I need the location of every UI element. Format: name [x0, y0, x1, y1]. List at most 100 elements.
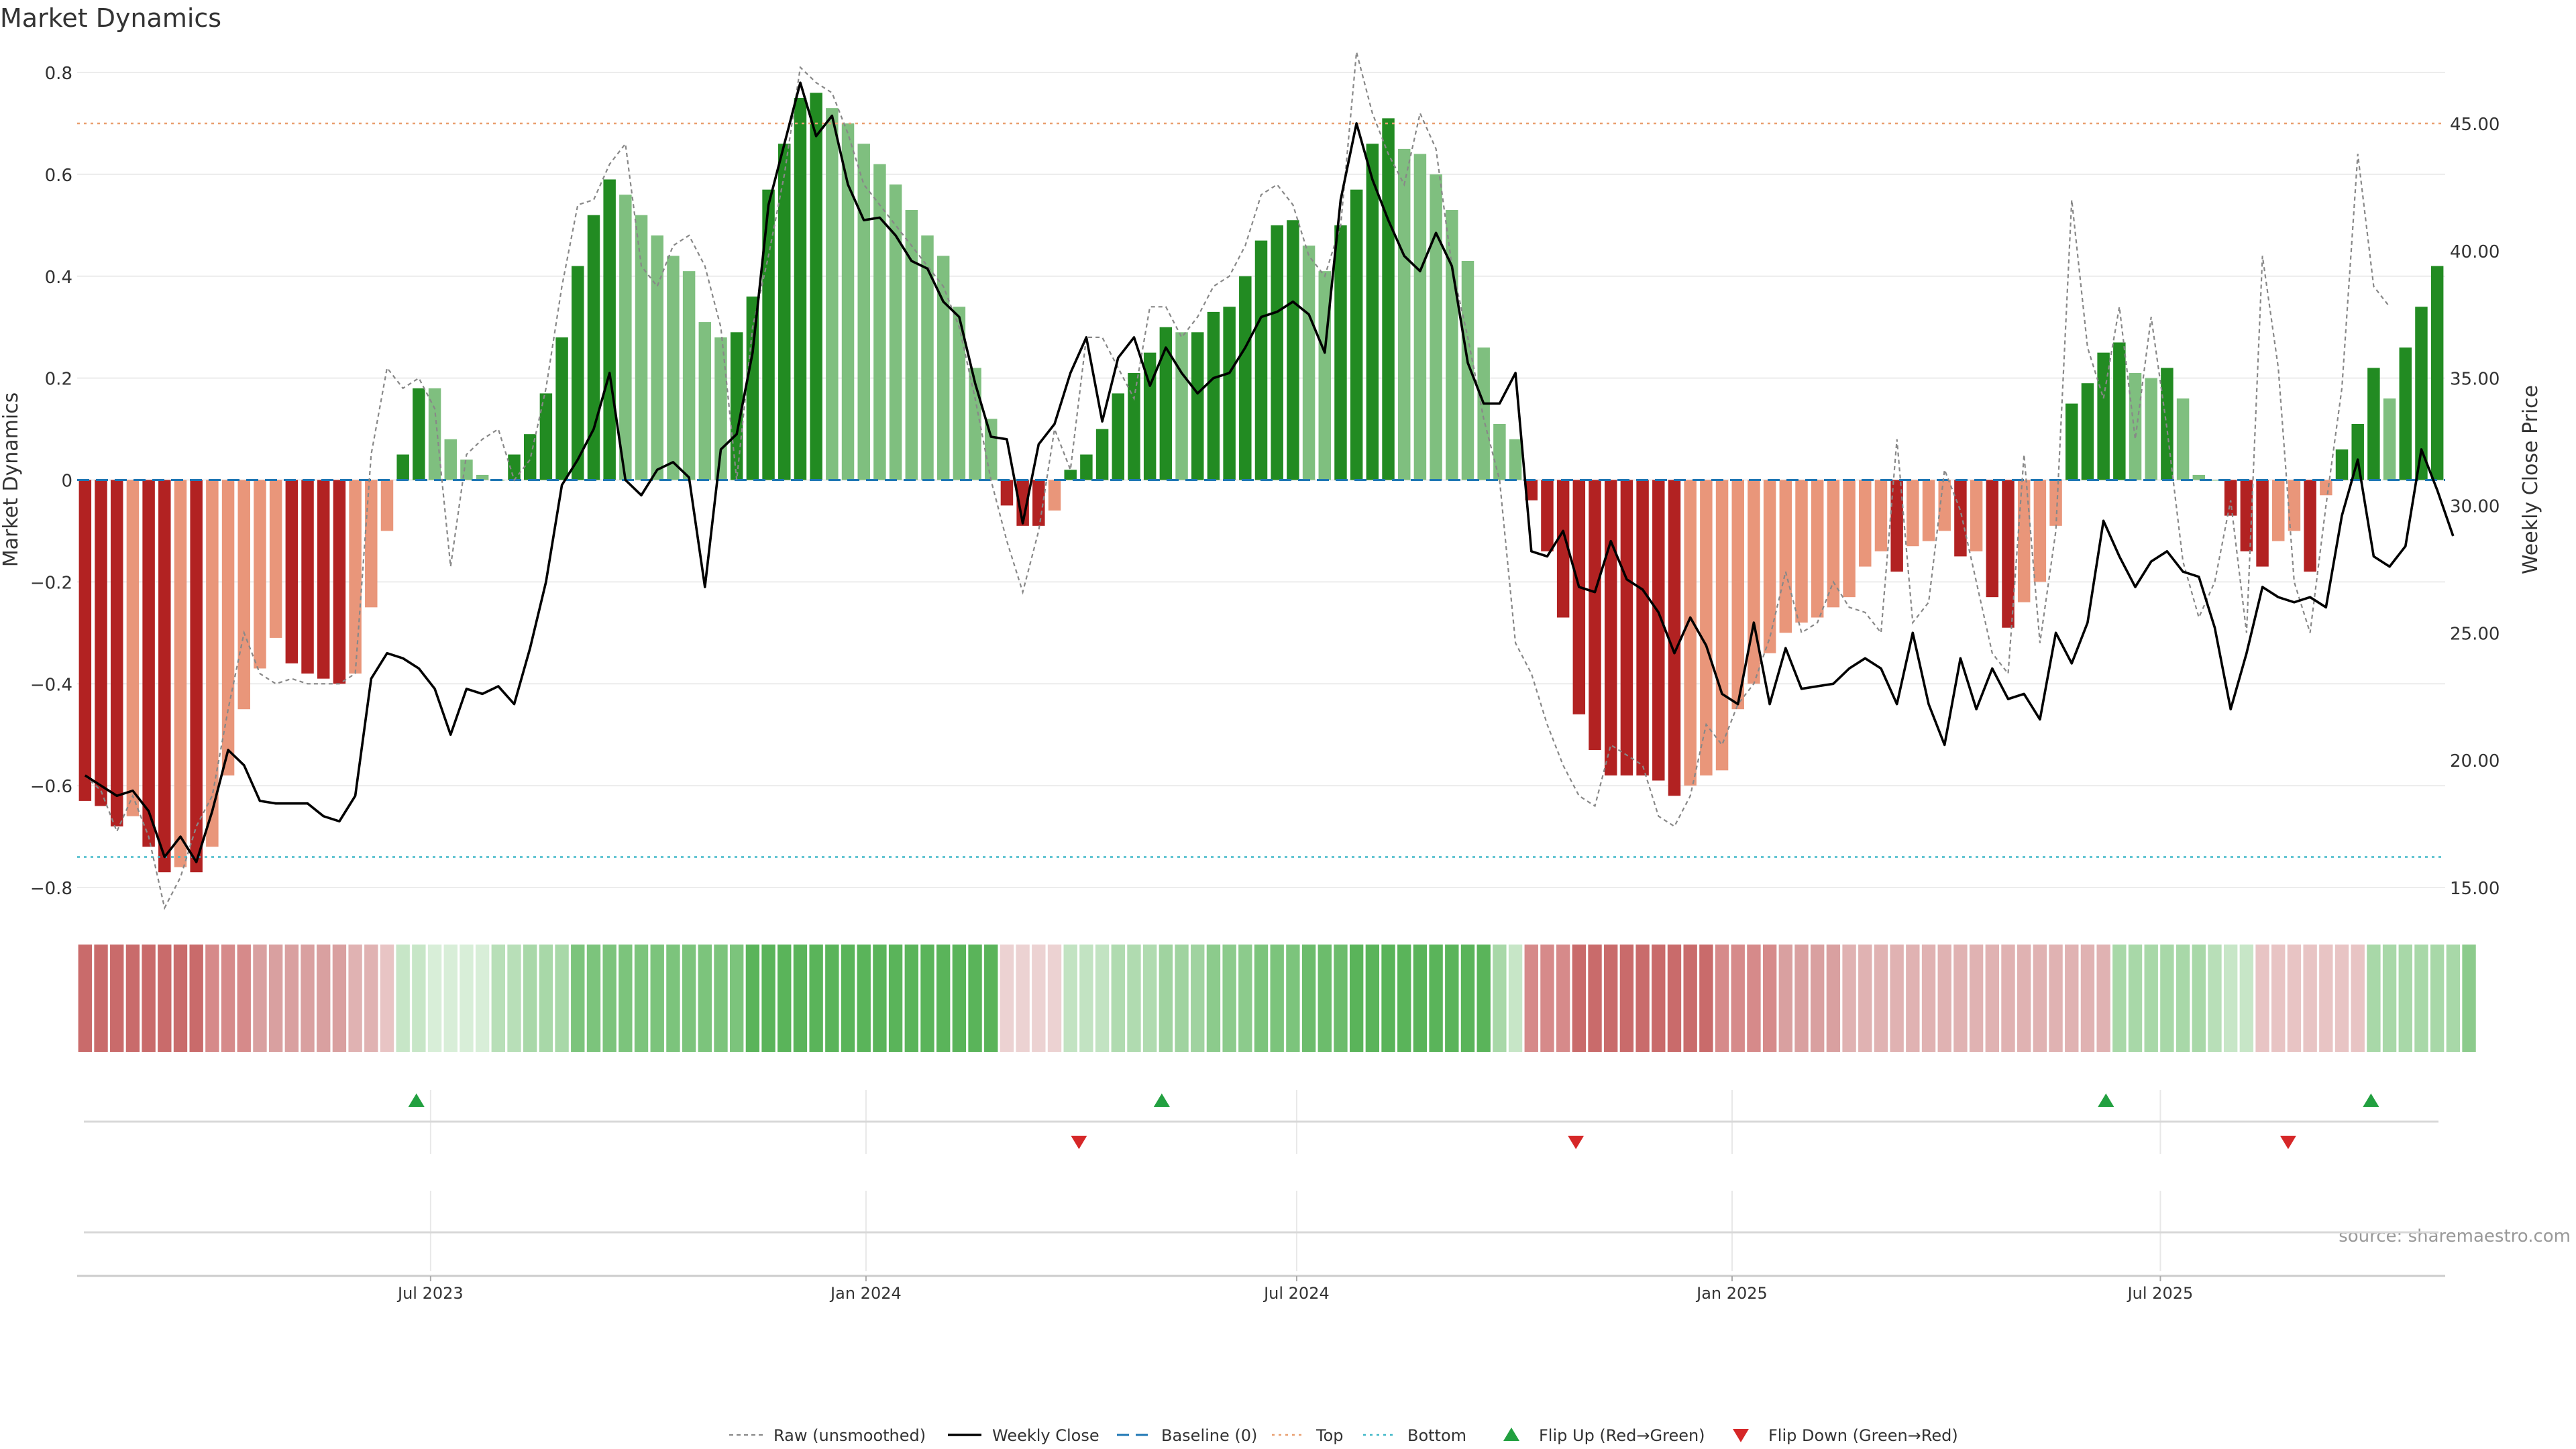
dynamics-bar	[1302, 246, 1316, 480]
dynamics-bar	[1572, 480, 1586, 714]
regime-strip-cell	[1206, 945, 1221, 1052]
raw-series-line	[85, 52, 2390, 910]
legend-item: Raw (unsmoothed)	[729, 1426, 926, 1445]
regime-strip-cell	[1365, 945, 1380, 1052]
regime-strip-cell	[952, 945, 967, 1052]
regime-strip-cell	[1286, 945, 1300, 1052]
regime-strip-cell	[2414, 945, 2428, 1052]
regime-strip-cell	[968, 945, 982, 1052]
dynamics-bar	[78, 480, 92, 801]
regime-strip-cell	[1191, 945, 1205, 1052]
regime-strip-cell	[682, 945, 696, 1052]
regime-strip-cell	[1762, 945, 1777, 1052]
dynamics-bar	[1461, 260, 1474, 480]
regime-strip-cell	[1794, 945, 1809, 1052]
regime-strip-cell	[2144, 945, 2158, 1052]
regime-strip-cell	[2430, 945, 2445, 1052]
regime-strip-cell	[2398, 945, 2412, 1052]
dynamics-bar	[1731, 480, 1744, 710]
regime-strip-cell	[1270, 945, 1284, 1052]
dynamics-bar	[2097, 352, 2110, 480]
regime-strip-cell	[412, 945, 426, 1052]
dynamics-bar	[1350, 189, 1363, 480]
x-tick-label: Jul 2024	[1263, 1284, 1330, 1303]
dynamics-bar	[1684, 480, 1697, 786]
regime-strip-cell	[2065, 945, 2079, 1052]
dynamics-bar	[2033, 480, 2047, 582]
regime-strip-cell	[2303, 945, 2317, 1052]
regime-strip-cell	[1079, 945, 1093, 1052]
regime-strip-cell	[205, 945, 219, 1052]
x-tick-label: Jul 2025	[2127, 1284, 2194, 1303]
y-tick-label: 0	[61, 472, 72, 492]
dynamics-bar	[619, 195, 632, 480]
dynamics-bar	[2288, 480, 2301, 531]
regime-strip-cell	[1588, 945, 1602, 1052]
dynamics-bar	[380, 480, 394, 531]
regime-strip-cell	[793, 945, 808, 1052]
dynamics-bar	[2113, 342, 2126, 480]
dynamics-bar	[413, 388, 425, 480]
dynamics-bar	[142, 480, 155, 847]
dynamics-bar	[1254, 240, 1268, 480]
dynamics-bar	[2081, 383, 2094, 480]
regime-strip-cell	[602, 945, 616, 1052]
regime-strip-cell	[125, 945, 140, 1052]
dynamics-bar	[158, 480, 171, 873]
dynamics-bar	[2145, 378, 2157, 480]
dynamics-bar	[1032, 480, 1045, 526]
regime-strip-cell	[1301, 945, 1316, 1052]
regime-strip-cell	[1619, 945, 1634, 1052]
y-tick-label: −0.2	[30, 573, 72, 593]
regime-strip-cell	[1460, 945, 1475, 1052]
dynamics-bar	[460, 460, 473, 480]
dynamics-bar	[476, 474, 489, 480]
flip-up-marker	[1153, 1093, 1170, 1107]
dynamics-bar	[2017, 480, 2031, 602]
regime-strip-cell	[523, 945, 537, 1052]
dynamics-bar	[1095, 429, 1109, 480]
regime-strip-cell	[2033, 945, 2047, 1052]
y-tick-label: 0.6	[45, 166, 72, 186]
regime-strip-cell	[539, 945, 553, 1052]
dynamics-bar	[2320, 480, 2332, 496]
dynamics-bar	[603, 179, 616, 480]
regime-strip-cell	[2049, 945, 2063, 1052]
y2-tick-label: 30.00	[2450, 496, 2500, 517]
dynamics-bar	[254, 480, 266, 669]
regime-strip-cell	[634, 945, 649, 1052]
dynamics-bar	[1525, 480, 1538, 500]
regime-strip-cell	[936, 945, 951, 1052]
regime-strip-cell	[284, 945, 299, 1052]
dynamics-bar	[1954, 480, 1967, 557]
regime-strip-cell	[1111, 945, 1125, 1052]
dynamics-bar	[539, 393, 553, 480]
regime-strip-cell	[1906, 945, 1920, 1052]
dynamics-bar	[2351, 423, 2364, 480]
dynamics-bar	[396, 454, 409, 480]
regime-strip-cell	[1572, 945, 1587, 1052]
dynamics-bar	[873, 164, 886, 480]
dynamics-bar	[110, 480, 123, 826]
dynamics-bar	[1938, 480, 1951, 531]
dynamics-bar	[1970, 480, 1983, 551]
dynamics-bar	[778, 144, 791, 480]
regime-strip-cell	[1047, 945, 1062, 1052]
dynamics-bar	[1890, 480, 1903, 572]
dynamics-bar	[95, 480, 107, 806]
regime-strip-cell	[1334, 945, 1348, 1052]
flip-down-marker	[1568, 1136, 1585, 1149]
dynamics-bar	[2208, 480, 2221, 481]
dynamics-bar	[651, 235, 663, 480]
dynamics-bar	[841, 123, 855, 480]
dynamics-bar	[349, 480, 362, 674]
dynamics-bar	[1636, 480, 1649, 775]
regime-strip-cell	[2160, 945, 2174, 1052]
dynamics-bar	[1397, 148, 1411, 480]
dynamics-bar	[1668, 480, 1681, 796]
dynamics-bar	[1207, 311, 1220, 480]
dynamics-bar	[2002, 480, 2015, 628]
regime-strip-cell	[2446, 945, 2461, 1052]
regime-strip-cell	[1032, 945, 1046, 1052]
regime-strip-cell	[2462, 945, 2476, 1052]
